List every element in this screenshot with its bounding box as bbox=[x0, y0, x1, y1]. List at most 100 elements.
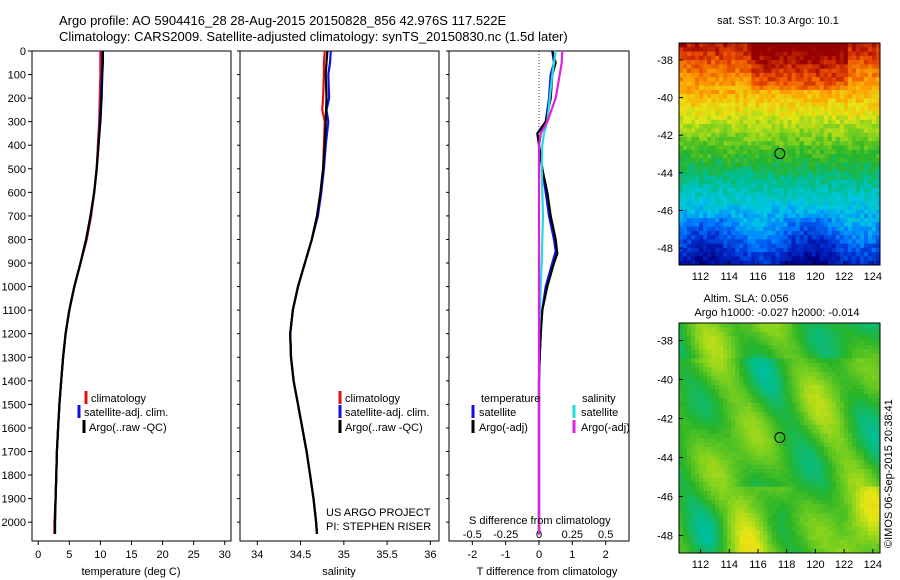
sla-map-subtitle: Argo h1000: -0.027 h2000: -0.014 bbox=[694, 307, 859, 319]
heatmap-cell bbox=[779, 438, 784, 443]
heatmap-cell bbox=[775, 209, 780, 215]
heatmap-cell bbox=[831, 68, 837, 74]
heatmap-cell bbox=[787, 183, 792, 189]
heatmap-cell bbox=[747, 145, 752, 151]
heatmap-cell bbox=[695, 460, 700, 465]
heatmap-cell bbox=[871, 367, 877, 373]
heatmap-cell bbox=[871, 128, 877, 134]
heatmap-cell bbox=[811, 323, 817, 328]
heatmap-cell bbox=[783, 340, 788, 346]
heatmap-cell bbox=[811, 175, 817, 181]
heatmap-cell bbox=[807, 477, 813, 483]
heatmap-cell bbox=[795, 43, 800, 48]
heatmap-cell bbox=[799, 513, 805, 519]
heatmap-cell bbox=[707, 345, 712, 350]
heatmap-cell bbox=[687, 43, 692, 48]
heatmap-cell bbox=[827, 209, 833, 215]
heatmap-cell bbox=[691, 402, 696, 408]
heatmap-cell bbox=[703, 218, 708, 223]
heatmap-cell bbox=[847, 438, 853, 443]
heatmap-cell bbox=[707, 407, 712, 412]
heatmap-cell bbox=[759, 477, 764, 483]
heatmap-cell bbox=[835, 362, 841, 368]
heatmap-cell bbox=[795, 376, 800, 381]
heatmap-cell bbox=[763, 162, 768, 168]
heatmap-cell bbox=[811, 438, 817, 443]
heatmap-cell bbox=[787, 145, 792, 151]
heatmap-cell bbox=[807, 327, 813, 333]
heatmap-cell bbox=[755, 362, 760, 368]
heatmap-cell bbox=[819, 188, 825, 193]
heatmap-cell bbox=[875, 433, 880, 439]
heatmap-cell bbox=[779, 486, 784, 492]
heatmap-cell bbox=[811, 64, 817, 70]
heatmap-cell bbox=[791, 508, 796, 514]
heatmap-cell bbox=[711, 128, 716, 134]
heatmap-cell bbox=[799, 499, 805, 505]
heatmap-cell bbox=[839, 398, 845, 404]
heatmap-cell bbox=[843, 486, 849, 492]
heatmap-cell bbox=[807, 128, 813, 134]
heatmap-cell bbox=[855, 77, 861, 82]
heatmap-cell bbox=[851, 85, 857, 91]
heatmap-cell bbox=[715, 256, 720, 262]
heatmap-cell bbox=[715, 183, 720, 189]
heatmap-cell bbox=[763, 340, 768, 346]
heatmap-cell bbox=[755, 336, 760, 342]
heatmap-cell bbox=[827, 389, 833, 395]
heatmap-cell bbox=[827, 247, 833, 253]
heatmap-cell bbox=[679, 55, 684, 61]
heatmap-cell bbox=[807, 166, 813, 172]
heatmap-cell bbox=[703, 376, 708, 381]
heatmap-cell bbox=[787, 468, 792, 474]
heatmap-cell bbox=[791, 345, 796, 350]
heatmap-cell bbox=[723, 433, 728, 439]
heatmap-cell bbox=[775, 398, 780, 404]
heatmap-cell bbox=[851, 213, 857, 219]
heatmap-cell bbox=[783, 393, 788, 399]
heatmap-cell bbox=[771, 429, 776, 434]
heatmap-cell bbox=[855, 508, 861, 514]
heatmap-cell bbox=[763, 327, 768, 333]
heatmap-cell bbox=[687, 424, 692, 430]
heatmap-cell bbox=[683, 362, 688, 368]
heatmap-cell bbox=[703, 51, 708, 57]
heatmap-cell bbox=[783, 358, 788, 364]
heatmap-cell bbox=[687, 60, 692, 65]
heatmap-cell bbox=[851, 353, 857, 359]
heatmap-cell bbox=[819, 47, 825, 52]
heatmap-cell bbox=[691, 89, 696, 95]
x-tick-label: 10 bbox=[94, 549, 106, 561]
heatmap-cell bbox=[731, 455, 736, 461]
heatmap-cell bbox=[775, 124, 780, 129]
heatmap-cell bbox=[855, 455, 861, 461]
heatmap-cell bbox=[751, 252, 756, 257]
heatmap-cell bbox=[751, 179, 756, 185]
heatmap-cell bbox=[755, 94, 760, 99]
heatmap-cell bbox=[847, 166, 853, 172]
heatmap-cell bbox=[779, 166, 784, 172]
heatmap-cell bbox=[735, 256, 740, 262]
heatmap-cell bbox=[863, 473, 869, 479]
heatmap-cell bbox=[791, 380, 796, 386]
heatmap-cell bbox=[687, 145, 692, 151]
heatmap-cell bbox=[743, 451, 748, 457]
heatmap-cell bbox=[815, 141, 821, 146]
heatmap-cell bbox=[687, 55, 692, 61]
heatmap-cell bbox=[771, 183, 776, 189]
heatmap-cell bbox=[795, 380, 800, 386]
heatmap-cell bbox=[695, 402, 700, 408]
heatmap-cell bbox=[707, 64, 712, 70]
heatmap-cell bbox=[699, 171, 704, 176]
heatmap-cell bbox=[683, 252, 688, 257]
heatmap-cell bbox=[727, 468, 732, 474]
heatmap-cell bbox=[731, 438, 736, 443]
heatmap-cell bbox=[719, 162, 724, 168]
heatmap-cell bbox=[759, 491, 764, 496]
heatmap-cell bbox=[779, 51, 784, 57]
heatmap-cell bbox=[807, 468, 813, 474]
heatmap-cell bbox=[871, 446, 877, 452]
heatmap-cell bbox=[831, 464, 837, 470]
heatmap-cell bbox=[775, 260, 780, 265]
heatmap-cell bbox=[839, 47, 845, 52]
